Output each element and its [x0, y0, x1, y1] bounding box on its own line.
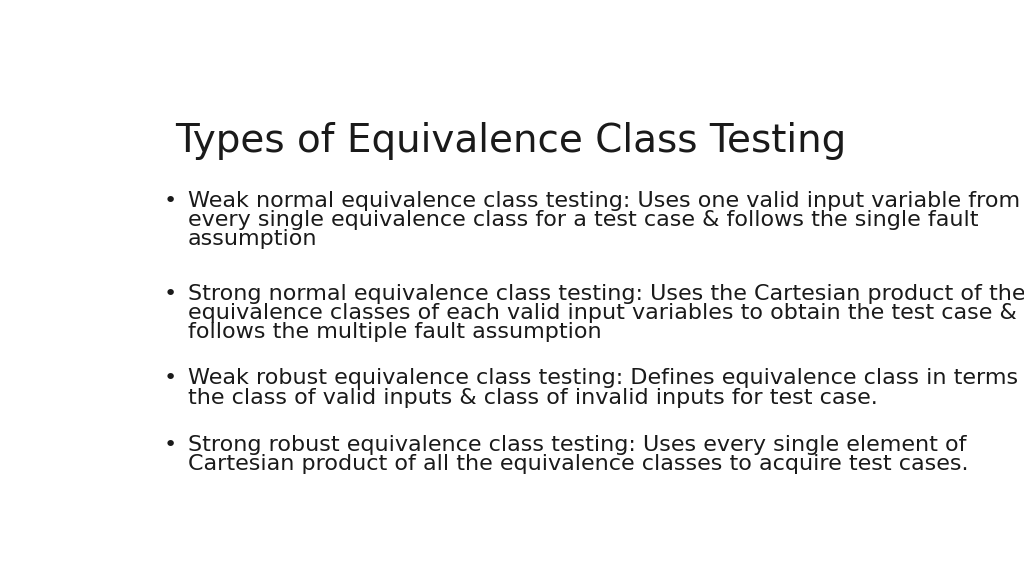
Text: follows the multiple fault assumption: follows the multiple fault assumption: [187, 323, 601, 342]
Text: the class of valid inputs & class of invalid inputs for test case.: the class of valid inputs & class of inv…: [187, 388, 878, 408]
Text: Strong normal equivalence class testing: Uses the Cartesian product of the: Strong normal equivalence class testing:…: [187, 284, 1024, 304]
Text: •: •: [164, 435, 177, 455]
Text: assumption: assumption: [187, 229, 317, 249]
Text: Types of Equivalence Class Testing: Types of Equivalence Class Testing: [176, 122, 847, 160]
Text: Cartesian product of all the equivalence classes to acquire test cases.: Cartesian product of all the equivalence…: [187, 454, 968, 474]
Text: •: •: [164, 284, 177, 304]
Text: every single equivalence class for a test case & follows the single fault: every single equivalence class for a tes…: [187, 210, 978, 230]
Text: Strong robust equivalence class testing: Uses every single element of: Strong robust equivalence class testing:…: [187, 435, 966, 455]
Text: equivalence classes of each valid input variables to obtain the test case &: equivalence classes of each valid input …: [187, 304, 1016, 323]
Text: •: •: [164, 191, 177, 211]
Text: •: •: [164, 369, 177, 388]
Text: Weak robust equivalence class testing: Defines equivalence class in terms of: Weak robust equivalence class testing: D…: [187, 369, 1024, 388]
Text: Weak normal equivalence class testing: Uses one valid input variable from: Weak normal equivalence class testing: U…: [187, 191, 1020, 211]
